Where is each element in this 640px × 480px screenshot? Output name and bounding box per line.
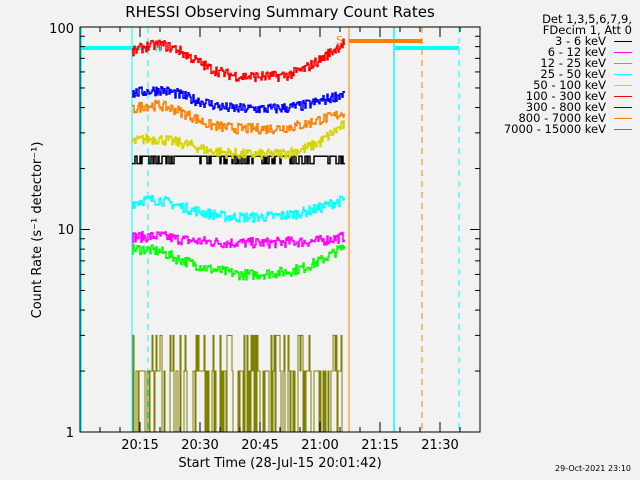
axes [79,26,481,433]
series-line-100-300keV [132,38,345,83]
legend: Det 1,3,5,6,7,9, FDecim 1, Att 0 3 - 6 k… [503,12,632,136]
x-tick-label: 21:30 [421,438,458,453]
legend-swatch [614,118,632,119]
x-axis-label: Start Time (28-Jul-15 20:01:42) [178,456,381,471]
legend-label: 300 - 800 keV [525,100,606,114]
series-line-50-100keV [132,120,345,160]
chart-title: RHESSI Observing Summary Count Rates [125,3,435,21]
legend-entry: 800 - 7000 keV [504,111,632,125]
x-tick-label: 21:00 [301,438,338,453]
y-tick-label-10: 10 [57,223,74,238]
legend-entry: 50 - 100 keV [504,78,632,92]
legend-swatch [614,74,632,75]
legend-swatch [614,85,632,86]
saa-annotation: S [336,34,343,47]
y-tick-label-100: 100 [49,22,74,37]
legend-entry: 300 - 800 keV [504,100,632,114]
legend-swatch [614,52,632,53]
legend-label: 7000 - 15000 keV [503,122,606,136]
series-line-25-50keV [132,194,345,223]
legend-entry: 6 - 12 keV [504,45,632,59]
legend-entry: 100 - 300 keV [504,89,632,103]
legend-swatch [614,107,632,108]
x-tick-label: 20:45 [241,438,278,453]
x-tick-label: 20:15 [121,438,158,453]
plot-area [80,27,460,433]
legend-swatch [614,63,632,64]
legend-swatch [614,129,632,130]
footer-timestamp: 29-Oct-2021 23:10 [555,464,631,473]
series-line-6-12keV [132,231,345,249]
legend-label: 6 - 12 keV [547,45,606,59]
legend-swatch [614,96,632,97]
legend-header: Det 1,3,5,6,7,9, [542,12,632,26]
legend-entry: 25 - 50 keV [504,67,632,81]
x-tick-label: 21:15 [361,438,398,453]
legend-entry: 3 - 6 keV [504,34,632,48]
x-tick-label: 20:30 [181,438,218,453]
legend-label: 3 - 6 keV [555,34,606,48]
series-line-800-7000keV [132,99,345,135]
legend-swatch [614,41,632,42]
y-axis-label: Count Rate (s⁻¹ detector⁻¹) [30,142,45,319]
night-annotation: N [155,45,162,55]
legend-label: 50 - 100 keV [533,78,606,92]
legend-label: 100 - 300 keV [525,89,606,103]
legend-label: 800 - 7000 keV [518,111,606,125]
legend-label: 25 - 50 keV [540,67,606,81]
legend-entry: 12 - 25 keV [504,56,632,70]
series-line-7000-15000keV [132,334,345,433]
legend-label: 12 - 25 keV [540,56,606,70]
legend-entry: 7000 - 15000 keV [503,122,632,136]
y-tick-label-1: 1 [66,426,74,441]
series-line-300-800keV [132,86,345,114]
series-line-12-25keV [132,243,345,281]
legend-header: FDecim 1, Att 0 [542,23,632,37]
